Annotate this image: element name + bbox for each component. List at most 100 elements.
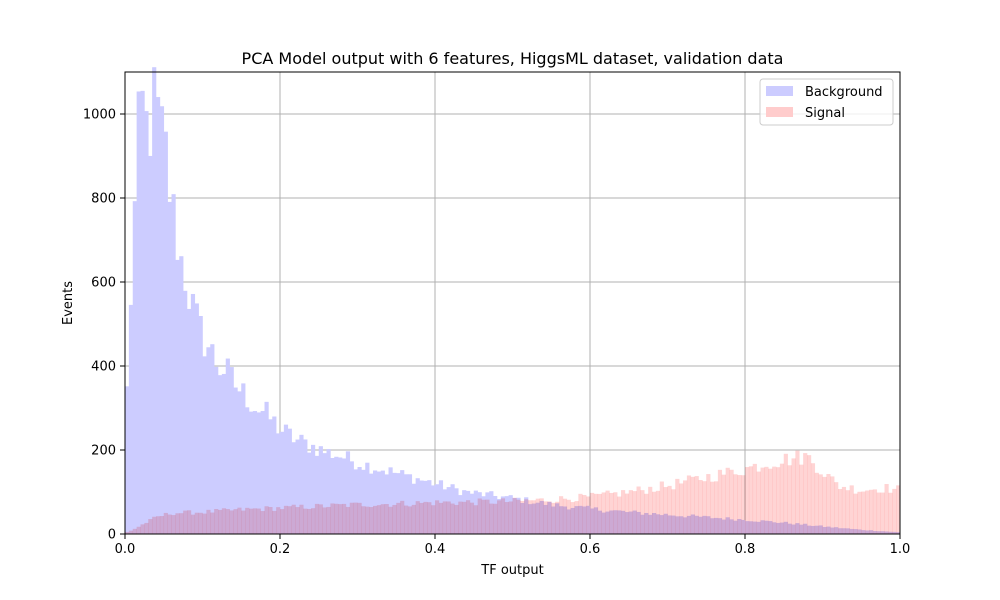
histogram-bar <box>225 358 230 534</box>
histogram-bar <box>872 489 878 534</box>
histogram-bar <box>392 504 397 534</box>
histogram-bar <box>322 507 327 534</box>
histogram-bar <box>454 504 459 534</box>
histogram-bar <box>342 503 347 534</box>
histogram-bar <box>442 501 447 534</box>
histogram-bar <box>624 493 630 534</box>
histogram-bar <box>419 502 424 534</box>
histogram-bar <box>326 449 331 534</box>
histogram-bar <box>125 386 130 534</box>
histogram-bar <box>295 439 300 534</box>
histogram-bar <box>791 458 796 534</box>
legend-swatch-signal <box>766 107 793 117</box>
histogram-bar <box>330 458 335 534</box>
histogram-bar <box>632 491 637 534</box>
histogram-bar <box>322 453 327 534</box>
histogram-bar <box>380 504 385 534</box>
y-tick-label: 200 <box>91 444 116 459</box>
histogram-bar <box>283 424 289 534</box>
histogram-bar <box>803 453 808 534</box>
histogram-bar <box>175 259 180 534</box>
histogram-bar <box>745 467 750 534</box>
histogram-bar <box>388 467 393 534</box>
histogram-bar <box>423 501 428 534</box>
legend-label-signal: Signal <box>805 106 845 121</box>
histogram-bar <box>706 474 711 534</box>
histogram-bar <box>283 505 289 534</box>
histogram-bar <box>702 481 707 534</box>
x-tick-label: 0.0 <box>115 542 136 557</box>
histogram-bar <box>299 434 304 534</box>
histogram-bar <box>280 431 285 534</box>
histogram-bar <box>524 499 529 534</box>
histogram-bar <box>276 507 281 534</box>
histogram-bar <box>876 492 881 534</box>
histogram-bar <box>834 482 839 534</box>
histogram-bar <box>334 503 339 534</box>
histogram-bar <box>365 506 370 534</box>
y-axis-label: Events <box>61 281 76 325</box>
histogram-bar <box>617 496 622 534</box>
histogram-bar <box>884 484 889 534</box>
histogram-bar <box>814 472 819 534</box>
histogram-bar <box>772 466 777 534</box>
histogram-bar <box>725 467 730 534</box>
histogram-bar <box>578 493 583 534</box>
histogram-bar <box>171 515 176 534</box>
histogram-bar <box>318 446 323 534</box>
histogram-bar <box>508 501 513 534</box>
histogram-bar <box>252 411 258 534</box>
histogram-bar <box>276 433 281 534</box>
histogram-bar <box>512 497 517 534</box>
histogram-bar <box>818 474 823 534</box>
histogram-bar <box>497 500 502 534</box>
histogram-bar <box>477 498 482 534</box>
histogram-bar <box>450 503 455 534</box>
histogram-bar <box>547 501 552 534</box>
histogram-bars <box>125 67 901 535</box>
histogram-bar <box>787 465 792 534</box>
histogram-bar <box>221 373 227 534</box>
histogram-bar <box>241 383 246 534</box>
histogram-bar <box>148 155 153 534</box>
histogram-bar <box>175 513 180 534</box>
histogram-bar <box>229 510 234 534</box>
histogram-bar <box>469 502 475 534</box>
histogram-bar <box>287 428 292 534</box>
histogram-bar <box>485 499 490 534</box>
histogram-bar <box>190 514 196 534</box>
histogram-bar <box>202 356 207 534</box>
histogram-bar <box>179 256 184 534</box>
histogram-bar <box>183 290 188 534</box>
histogram-bar <box>748 466 754 534</box>
histogram-bar <box>721 474 726 534</box>
histogram-bar <box>144 111 149 534</box>
histogram-bar <box>628 490 633 534</box>
histogram-bar <box>307 508 312 534</box>
histogram-bar <box>330 503 335 534</box>
histogram-bar <box>338 504 343 534</box>
histogram-bar <box>156 516 161 534</box>
legend-box <box>759 78 894 126</box>
histogram-bar <box>841 486 847 534</box>
histogram-bar <box>663 487 668 534</box>
histogram-bar <box>307 452 312 534</box>
histogram-bar <box>136 526 141 534</box>
histogram-bar <box>613 492 618 534</box>
histogram-bar <box>500 498 506 534</box>
histogram-bar <box>737 475 742 534</box>
histogram-bar <box>373 470 378 534</box>
histogram-bar <box>214 509 219 534</box>
histogram-bar <box>194 512 199 534</box>
histogram-bar <box>605 490 610 534</box>
histogram-bar <box>586 496 591 534</box>
x-tick-label: 0.2 <box>270 542 291 557</box>
y-tick-label: 0 <box>108 528 116 543</box>
histogram-bar <box>190 293 196 534</box>
histogram-bar <box>601 492 606 534</box>
histogram-bar <box>404 474 409 534</box>
histogram-bar <box>865 490 870 534</box>
histogram-bar <box>183 510 188 534</box>
histogram-bar <box>795 450 800 534</box>
chart-title: PCA Model output with 6 features, HiggsM… <box>242 49 784 68</box>
